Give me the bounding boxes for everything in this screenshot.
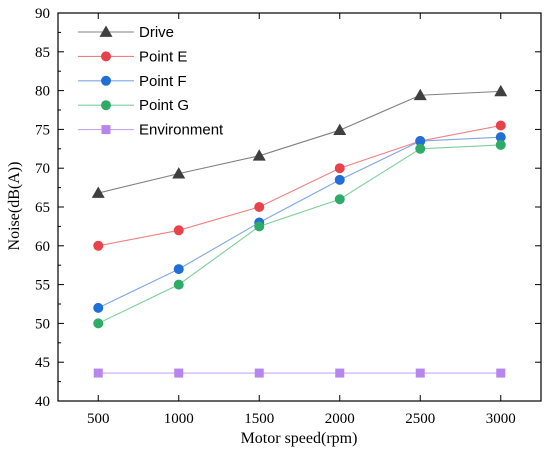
- y-axis-title: Noise(dB(A)): [6, 162, 23, 251]
- data-point-drive: [91, 186, 105, 198]
- data-point-environment: [335, 368, 345, 378]
- data-point-point-e: [93, 240, 104, 251]
- series-line-drive: [98, 90, 501, 194]
- data-point-point-e: [254, 202, 265, 212]
- series-line-point-e: [98, 124, 501, 247]
- y-tick-label: 85: [35, 45, 50, 61]
- x-tick-label: 500: [87, 411, 110, 427]
- y-tick-label: 80: [35, 84, 50, 100]
- legend-label-point-f: Point F: [139, 73, 187, 90]
- plot-area: 40 45 50 55 60 65 70 75 80 85 90 500 1000 1500 2000 250…: [35, 6, 541, 427]
- legend-marker-point-e: [101, 51, 111, 62]
- x-tick-label: 2000: [325, 411, 355, 427]
- y-tick-label: 75: [35, 122, 50, 138]
- data-point-point-f: [415, 136, 426, 147]
- y-tick-label: 40: [35, 394, 50, 410]
- data-point-environment: [254, 368, 264, 378]
- x-tick-label: 1000: [164, 411, 194, 427]
- data-point-point-f: [334, 174, 345, 185]
- legend-marker-drive: [99, 25, 113, 37]
- legend-marker-point-g: [101, 100, 111, 111]
- y-tick-label: 45: [35, 355, 50, 371]
- legend-label-point-e: Point E: [139, 48, 187, 65]
- y-tick-label: 65: [35, 200, 50, 216]
- data-point-point-e: [334, 163, 345, 174]
- data-point-point-g: [173, 279, 184, 290]
- legend: Drive Point E Point F Point G Environment: [78, 24, 224, 139]
- y-tick-label: 90: [35, 6, 50, 22]
- x-tick-label: 2500: [405, 411, 435, 427]
- series-line-point-f: [98, 136, 501, 309]
- data-point-environment: [496, 368, 506, 378]
- data-point-point-g: [495, 139, 506, 150]
- data-point-environment: [174, 368, 184, 378]
- y-tick-label: 55: [35, 278, 50, 294]
- data-point-point-g: [254, 221, 265, 232]
- data-point-point-e: [173, 225, 184, 236]
- y-tick-label: 70: [35, 161, 50, 177]
- data-point-point-f: [93, 302, 104, 313]
- data-point-drive: [494, 84, 508, 97]
- data-point-point-f: [495, 132, 506, 143]
- data-point-drive: [413, 88, 427, 101]
- legend-marker-environment: [101, 125, 111, 135]
- data-point-point-f: [173, 264, 184, 275]
- x-axis-title: Motor speed(rpm): [241, 430, 358, 447]
- x-tick-label: 3000: [486, 411, 516, 427]
- data-point-point-g: [334, 194, 345, 205]
- x-tick-label: 1500: [244, 411, 274, 427]
- data-point-drive: [172, 167, 186, 179]
- legend-label-drive: Drive: [139, 24, 174, 41]
- data-point-drive: [333, 123, 347, 136]
- data-point-point-g: [93, 318, 104, 329]
- data-point-environment: [415, 368, 425, 378]
- plot-frame: [57, 12, 542, 402]
- y-tick-label: 50: [35, 316, 50, 332]
- y-tick-label: 60: [35, 239, 50, 255]
- data-point-point-e: [495, 120, 506, 131]
- series-line-point-g: [98, 144, 501, 324]
- legend-marker-point-f: [101, 75, 111, 86]
- legend-label-point-g: Point G: [139, 97, 189, 114]
- data-point-drive: [252, 149, 266, 161]
- data-point-point-g: [415, 143, 426, 154]
- legend-label-environment: Environment: [139, 122, 224, 139]
- data-point-environment: [93, 368, 103, 378]
